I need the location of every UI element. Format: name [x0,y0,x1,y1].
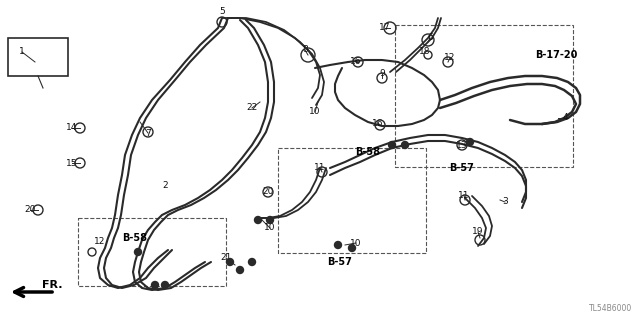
Text: B-57: B-57 [449,163,474,173]
Bar [278,148,426,253]
Circle shape [248,258,255,265]
Text: 3: 3 [502,197,508,206]
Text: 21: 21 [220,254,232,263]
Text: 9: 9 [379,70,385,78]
Text: B-17-20: B-17-20 [535,50,577,60]
Text: 12: 12 [94,238,106,247]
Text: B-57: B-57 [328,257,353,267]
Circle shape [388,142,396,149]
Text: 16: 16 [372,118,384,128]
Text: 10: 10 [264,224,276,233]
Circle shape [266,217,273,224]
Circle shape [237,266,243,273]
Text: 12: 12 [444,54,456,63]
Text: FR.: FR. [42,280,63,290]
Text: 13: 13 [456,140,468,150]
Circle shape [467,138,474,145]
Text: 20: 20 [24,205,36,214]
Text: 15: 15 [67,159,77,167]
Bar [8,38,68,76]
Text: B-58: B-58 [122,233,147,243]
Text: 11: 11 [314,164,326,173]
Bar [78,218,226,286]
Circle shape [134,249,141,256]
Circle shape [227,258,234,265]
Text: 11: 11 [458,190,470,199]
Text: TL54B6000: TL54B6000 [589,304,632,313]
Text: 5: 5 [219,8,225,17]
Text: 2: 2 [162,181,168,189]
Text: 8: 8 [302,46,308,55]
Text: 16: 16 [350,57,362,66]
Text: 10: 10 [350,239,362,248]
Circle shape [401,142,408,149]
Circle shape [335,241,342,249]
Text: 1: 1 [19,48,25,56]
Text: 19: 19 [472,227,484,236]
Text: 14: 14 [67,123,77,132]
Circle shape [255,217,262,224]
Circle shape [152,281,159,288]
Text: 4: 4 [562,114,568,122]
Text: 20: 20 [262,188,274,197]
Circle shape [349,244,355,251]
Text: 22: 22 [246,103,258,113]
Circle shape [161,281,168,288]
Text: 7: 7 [145,129,151,137]
Text: 17: 17 [380,24,391,33]
Bar [395,25,573,167]
Text: 18: 18 [419,48,431,56]
Text: B-58: B-58 [355,147,381,157]
Text: 10: 10 [309,108,321,116]
Text: 6: 6 [427,33,433,42]
